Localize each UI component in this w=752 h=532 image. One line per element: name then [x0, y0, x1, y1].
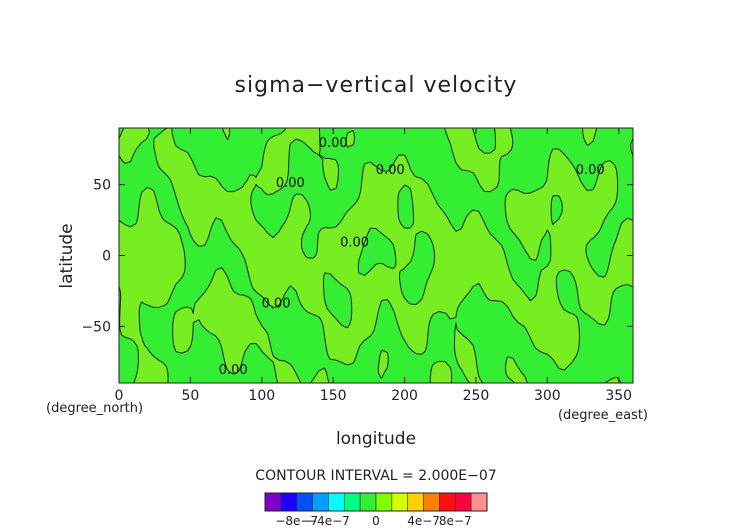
x-unit-label: (degree_east)	[558, 408, 648, 423]
colorbar-labels: −8e−7−4e−7 0 4e−78e−7	[275, 514, 471, 528]
colorbar-swatch	[470, 492, 488, 512]
colorbar-tick-label: 4e−7	[407, 514, 440, 528]
colorbar-swatch	[312, 492, 329, 512]
colorbar-tick-label: 0	[372, 514, 380, 528]
colorbar-swatch	[343, 492, 361, 512]
colorbar-swatch	[280, 492, 298, 512]
chart-title: sigma−vertical velocity	[235, 73, 518, 98]
contour-labels: 0.00 0.00 0.00 0.00 0.00 0.00 0.00	[219, 136, 605, 378]
contour-label: 0.00	[219, 363, 248, 378]
x-tick-label: 150	[320, 388, 347, 404]
colorbar-swatch	[328, 492, 345, 512]
x-tick-label: 200	[391, 388, 418, 404]
x-tick-label: 100	[248, 388, 275, 404]
colorbar-swatch	[375, 492, 393, 512]
contour-label: 0.00	[376, 163, 405, 178]
colorbar-swatch	[359, 492, 377, 512]
x-tick-label: 300	[534, 388, 561, 404]
colorbar-tick-label: −8e−7	[275, 514, 318, 528]
contour-label: 0.00	[262, 296, 291, 311]
y-axis-label: latitude	[57, 223, 77, 288]
contour-label: 0.00	[319, 136, 348, 151]
x-axis-label: longitude	[336, 429, 416, 449]
colorbar-swatch	[391, 492, 409, 512]
positive-region	[118, 127, 634, 384]
plot-area: 0.00 0.00 0.00 0.00 0.00 0.00 0.00	[118, 127, 634, 384]
contour-lines	[118, 127, 634, 384]
colorbar	[264, 492, 488, 512]
contour-label: 0.00	[340, 235, 369, 250]
contour-interval-text: CONTOUR INTERVAL = 2.000E−07	[255, 468, 496, 484]
x-axis: 0 50 100 150 200 250 300 350	[115, 128, 632, 404]
contour-label: 0.00	[276, 176, 305, 191]
colorbar-swatch	[296, 492, 313, 512]
colorbar-frame	[264, 492, 488, 512]
colorbar-swatch	[423, 492, 440, 512]
y-unit-label: (degree_north)	[46, 401, 143, 416]
y-tick-label: −50	[81, 319, 111, 335]
positive-regions	[118, 127, 634, 384]
y-tick-label: 0	[102, 249, 111, 265]
colorbar-swatch	[264, 492, 282, 512]
x-tick-label: 50	[181, 388, 199, 404]
colorbar-tick-label: −4e−7	[307, 514, 350, 528]
x-tick-label: 0	[115, 388, 124, 404]
contour-label: 0.00	[576, 163, 605, 178]
y-tick-label: 50	[93, 178, 111, 194]
colorbar-swatch	[454, 492, 472, 512]
x-tick-label: 350	[605, 388, 632, 404]
colorbar-swatch	[439, 492, 456, 512]
zero-contour	[118, 127, 634, 384]
x-tick-label: 250	[463, 388, 490, 404]
colorbar-swatch	[407, 492, 424, 512]
y-axis: −50 0 50	[81, 178, 633, 335]
colorbar-tick-label: 8e−7	[439, 514, 472, 528]
